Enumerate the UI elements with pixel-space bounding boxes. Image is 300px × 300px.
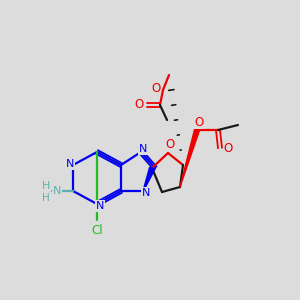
Text: O: O xyxy=(134,98,144,112)
Text: O: O xyxy=(152,82,160,94)
Text: N: N xyxy=(142,188,150,198)
Polygon shape xyxy=(143,167,154,191)
Text: N: N xyxy=(96,201,104,211)
Polygon shape xyxy=(180,129,200,187)
Text: N: N xyxy=(139,144,147,154)
Text: O: O xyxy=(194,116,204,128)
Text: H: H xyxy=(42,193,50,203)
Text: O: O xyxy=(165,139,175,152)
Text: Cl: Cl xyxy=(91,224,103,236)
Text: H: H xyxy=(42,181,50,191)
Text: O: O xyxy=(224,142,232,154)
Text: N: N xyxy=(66,159,74,169)
Text: N: N xyxy=(53,186,61,196)
